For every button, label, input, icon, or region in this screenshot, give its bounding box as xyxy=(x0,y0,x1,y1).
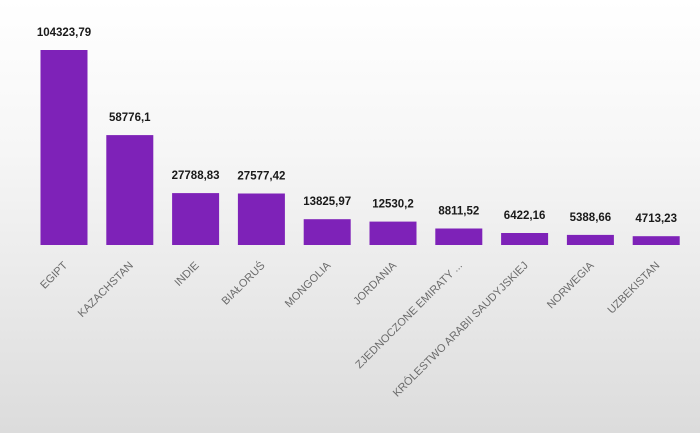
value-label-4: 13825,97 xyxy=(303,196,351,208)
category-label-3: BIAŁORUŚ xyxy=(219,259,268,308)
bar-7 xyxy=(501,233,549,245)
bar-2 xyxy=(172,193,220,245)
category-label-6: ZJEDNOCZONE EMIRATY ... xyxy=(353,260,464,371)
bar-8 xyxy=(566,234,614,245)
value-label-1: 58776,1 xyxy=(109,112,151,124)
bar-1 xyxy=(106,135,154,245)
bar-5 xyxy=(369,221,417,245)
category-label-7: KRÓLESTWO ARABII SAUDYJSKIEJ xyxy=(390,259,531,400)
category-label-0: EGIPT xyxy=(38,259,70,291)
bars-group xyxy=(40,50,680,245)
value-label-2: 27788,83 xyxy=(172,170,220,182)
category-label-9: UZBEKISTAN xyxy=(606,260,663,317)
category-label-1: KAZACHSTAN xyxy=(76,260,136,320)
category-label-4: MONGOLIA xyxy=(283,259,334,310)
bar-3 xyxy=(237,193,285,245)
bar-0 xyxy=(40,50,88,245)
category-label-5: JORDANIA xyxy=(351,259,399,307)
category-label-8: NORWEGIA xyxy=(545,259,597,311)
bar-6 xyxy=(435,228,483,245)
value-label-0: 104323,79 xyxy=(37,27,91,39)
bar-4 xyxy=(303,219,351,245)
category-labels-group: EGIPT KAZACHSTAN INDIE BIAŁORUŚ MONGOLIA JORD… xyxy=(38,259,662,400)
category-label-2: INDIE xyxy=(172,260,201,289)
value-label-9: 4713,23 xyxy=(635,213,677,225)
value-label-8: 5388,66 xyxy=(570,212,612,224)
bar-9 xyxy=(632,236,680,245)
value-label-6: 8811,52 xyxy=(438,206,479,218)
value-label-5: 12530,2 xyxy=(372,199,414,211)
value-label-3: 27577,42 xyxy=(237,171,285,183)
value-label-7: 6422,16 xyxy=(504,210,546,222)
value-labels-group: 104323,79 58776,1 27788,83 27577,42 13825,97… xyxy=(37,27,677,225)
